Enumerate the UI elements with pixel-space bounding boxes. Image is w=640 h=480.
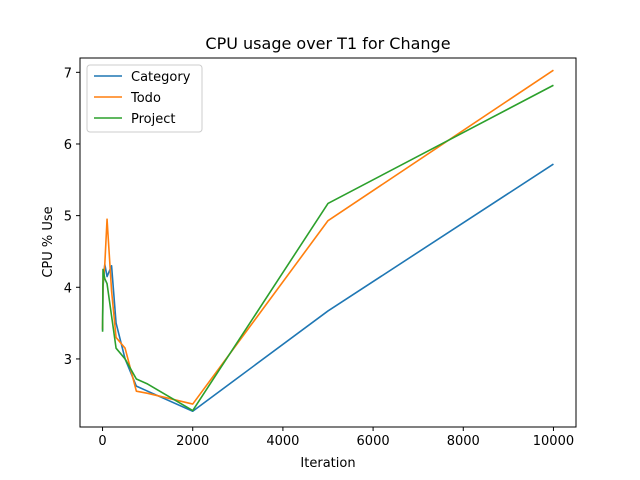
y-axis-ticks: 3 4 5 6 7 (64, 66, 80, 368)
chart-title: CPU usage over T1 for Change (205, 34, 450, 53)
y-axis-label: CPU % Use (41, 206, 56, 277)
y-tick-label: 5 (64, 210, 72, 225)
x-tick-label: 10000 (533, 434, 574, 449)
series-line-project (101, 84, 554, 412)
plot-lines (101, 69, 554, 413)
x-tick-label: 8000 (447, 434, 480, 449)
y-tick-label: 4 (64, 281, 72, 296)
series-line-todo (101, 69, 554, 405)
legend-box (86, 64, 203, 133)
x-axis-label: Iteration (300, 456, 355, 471)
x-tick-label: 6000 (357, 434, 390, 449)
y-tick-label: 6 (64, 138, 72, 153)
plot-frame (79, 57, 577, 428)
legend-label-category: Category (131, 70, 191, 85)
x-axis-ticks: 0 2000 4000 6000 8000 10000 (98, 427, 574, 449)
x-tick-label: 0 (98, 434, 106, 449)
series-line-category (101, 163, 554, 413)
x-tick-label: 4000 (266, 434, 299, 449)
legend-label-todo: Todo (130, 91, 161, 106)
legend: Category Todo Project (86, 64, 203, 133)
y-tick-label: 7 (64, 66, 72, 81)
legend-label-project: Project (131, 112, 175, 127)
x-tick-label: 2000 (176, 434, 209, 449)
y-tick-label: 3 (64, 353, 72, 368)
